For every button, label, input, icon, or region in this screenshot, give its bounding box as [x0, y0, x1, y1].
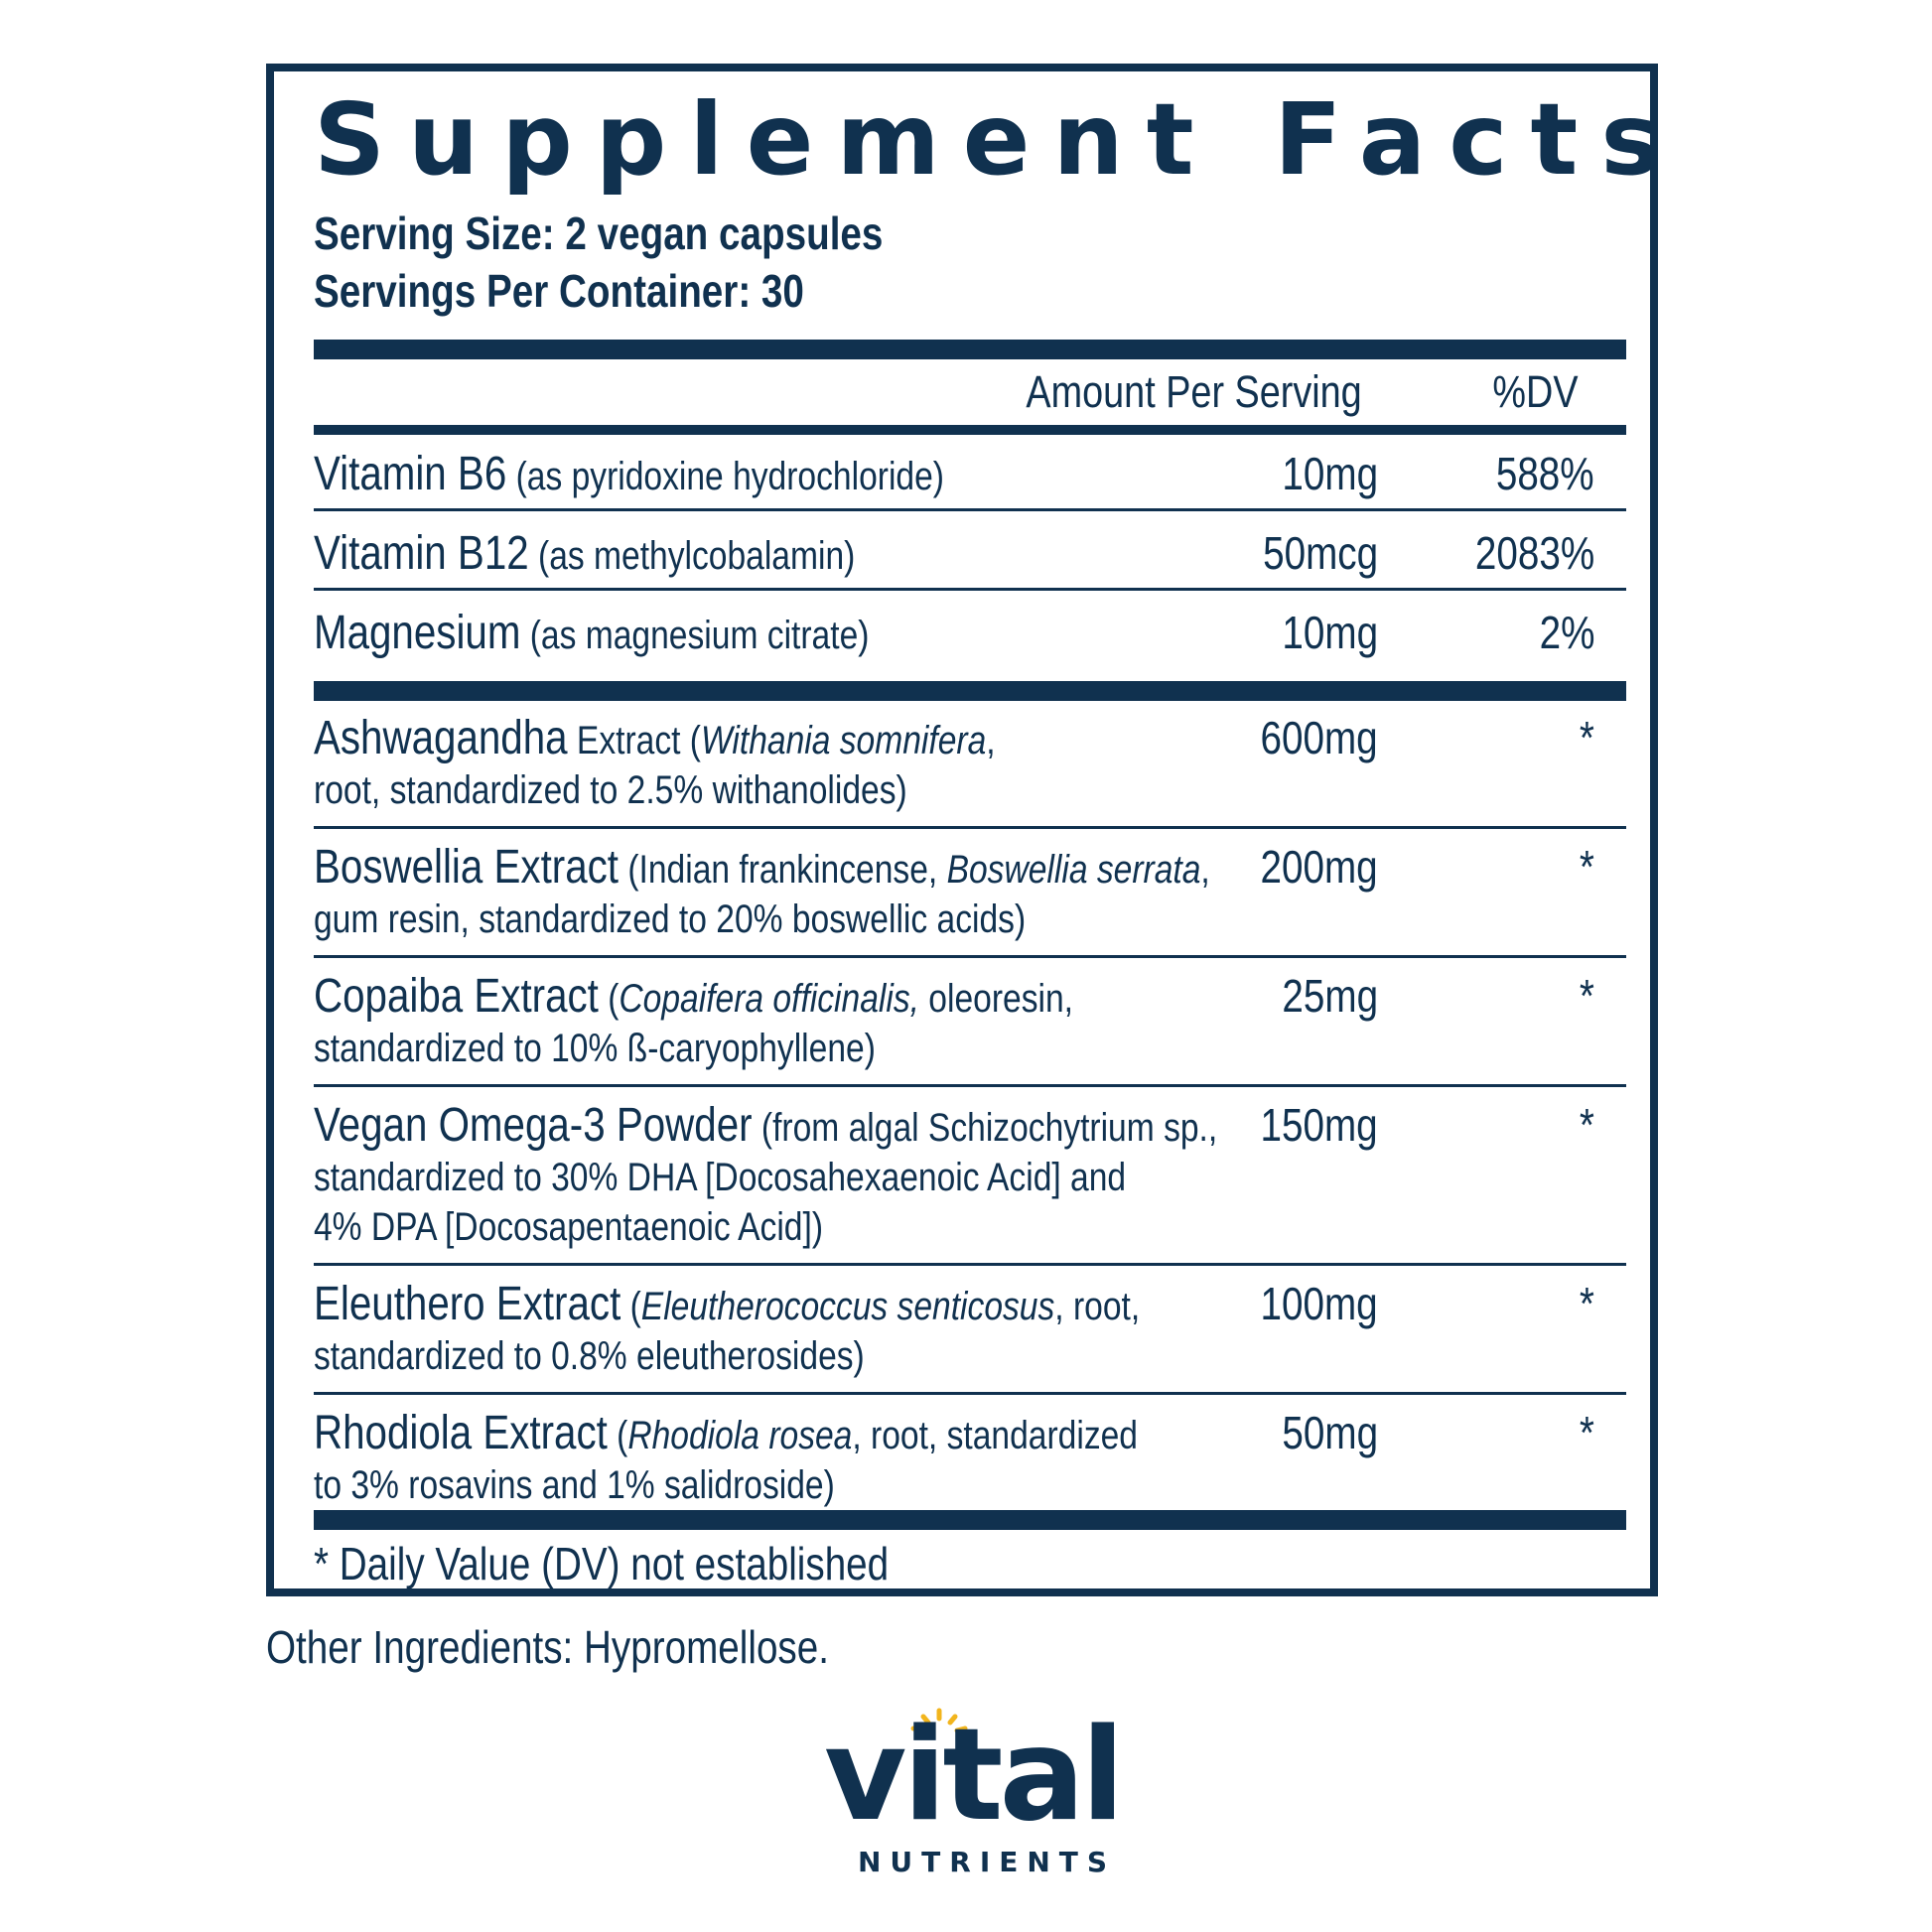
sun-ray — [954, 1725, 968, 1733]
dv-value: 588% — [1496, 448, 1594, 499]
row-divider — [314, 1392, 1626, 1395]
nutrient-name: Vitamin B6 (as pyridoxine hydrochloride) — [314, 449, 944, 501]
medium-divider — [314, 425, 1626, 435]
amount-value: 10mg — [1282, 448, 1378, 499]
amount-value: 600mg — [1260, 712, 1378, 763]
ingredient-desc: (from algal Schizochytrium sp., — [752, 1106, 1218, 1150]
ingredient-desc: , root, — [1054, 1285, 1141, 1328]
ingredient-label: Vegan Omega-3 Powder — [314, 1099, 753, 1152]
footnote: * Daily Value (DV) not established — [314, 1538, 890, 1589]
ingredient-desc: , — [1200, 848, 1210, 892]
serving-size: Serving Size: 2 vegan capsules — [314, 207, 884, 259]
ingredient-name: Copaiba Extract (Copaifera officinalis, … — [314, 971, 1073, 1073]
nutrient-label: Vitamin B6 — [314, 448, 507, 500]
row-divider — [314, 508, 1626, 511]
nutrient-name: Vitamin B12 (as methylcobalamin) — [314, 528, 855, 581]
ingredient-label: Copaiba Extract — [314, 970, 599, 1023]
sun-ray — [947, 1714, 958, 1725]
servings-per-container: Servings Per Container: 30 — [314, 265, 804, 317]
ingredient-latin-name: Copaifera officinalis, — [619, 977, 919, 1021]
dv-value: 2083% — [1474, 527, 1594, 579]
other-ingredients: Other Ingredients: Hypromellose. — [266, 1621, 829, 1673]
thick-divider — [314, 340, 1626, 359]
ingredient-desc-line: standardized to 0.8% eleutherosides) — [314, 1334, 865, 1378]
thick-divider — [314, 681, 1626, 701]
nutrient-label: Vitamin B12 — [314, 527, 529, 580]
ingredient-label: Boswellia Extract — [314, 841, 619, 894]
sun-rays-icon — [910, 1708, 968, 1733]
amount-value: 25mg — [1282, 970, 1378, 1022]
amount-value: 10mg — [1282, 607, 1378, 658]
brand-subtitle: NUTRIENTS — [858, 1846, 1117, 1878]
nutrient-source: (as pyridoxine hydrochloride) — [506, 455, 944, 498]
sun-ray — [920, 1714, 931, 1725]
row-divider — [314, 1263, 1626, 1266]
row-divider — [314, 826, 1626, 829]
ingredient-desc: , — [986, 719, 996, 762]
brand-logo: vital NUTRIENTS — [824, 1702, 1125, 1881]
ingredient-desc: ( — [598, 977, 620, 1021]
ingredient-name: Rhodiola Extract (Rhodiola rosea, root, … — [314, 1408, 1138, 1510]
ingredient-label: Eleuthero Extract — [314, 1278, 621, 1330]
dv-value: 2% — [1539, 607, 1594, 658]
row-divider — [314, 955, 1626, 958]
nutrient-source: (as magnesium citrate) — [520, 614, 870, 657]
amount-value: 50mg — [1282, 1407, 1378, 1458]
ingredient-desc: ( — [621, 1285, 641, 1328]
dv-value: * — [1579, 841, 1594, 893]
ingredient-desc-line: standardized to 10% ß-caryophyllene) — [314, 1027, 876, 1070]
supplement-facts-panel: Supplement Facts Serving Size: 2 vegan c… — [266, 64, 1683, 1596]
ingredient-label: Ashwagandha — [314, 712, 568, 764]
ingredient-latin-name: Eleutherococcus senticosus — [640, 1285, 1055, 1328]
dv-header: %DV — [1492, 366, 1579, 417]
ingredient-desc-line: standardized to 30% DHA [Docosahexaenoic… — [314, 1156, 1127, 1199]
ingredient-name: Vegan Omega-3 Powder (from algal Schizoc… — [314, 1100, 1217, 1252]
panel-title: Supplement Facts — [314, 81, 1683, 198]
ingredient-latin-name: Rhodiola rosea — [627, 1414, 853, 1457]
table-row: Vitamin B6 (as pyridoxine hydrochloride)… — [314, 448, 1626, 511]
nutrient-label: Magnesium — [314, 607, 521, 659]
ingredient-desc: , root, standardized — [852, 1414, 1138, 1457]
dv-value: * — [1579, 712, 1594, 763]
dv-value: * — [1579, 1278, 1594, 1329]
ingredient-desc: (Indian frankincense, — [618, 848, 947, 892]
thick-divider — [314, 1510, 1626, 1530]
dv-value: * — [1579, 1099, 1594, 1151]
ingredient-desc: oleoresin, — [918, 977, 1073, 1021]
table-row: Magnesium (as magnesium citrate) 10mg 2% — [314, 608, 1626, 667]
ingredient-name: Eleuthero Extract (Eleutherococcus senti… — [314, 1279, 1140, 1381]
row-divider — [314, 588, 1626, 591]
amount-value: 150mg — [1260, 1099, 1378, 1151]
ingredient-desc: Extract ( — [567, 719, 701, 762]
dv-value: * — [1579, 970, 1594, 1022]
sun-ray — [910, 1725, 924, 1733]
amount-per-serving-header: Amount Per Serving — [1026, 366, 1362, 417]
amount-value: 100mg — [1260, 1278, 1378, 1329]
ingredient-label: Rhodiola Extract — [314, 1407, 608, 1459]
dv-value: * — [1579, 1407, 1594, 1458]
ingredient-name: Ashwagandha Extract (Withania somnifera,… — [314, 713, 996, 815]
table-row: Vitamin B12 (as methylcobalamin) 50mcg 208… — [314, 527, 1626, 591]
ingredient-desc-line: gum resin, standardized to 20% boswellic… — [314, 897, 1027, 941]
ingredient-name: Boswellia Extract (Indian frankincense, … — [314, 842, 1210, 944]
ingredient-desc-line: 4% DPA [Docosapentaenoic Acid]) — [314, 1205, 824, 1249]
ingredient-desc-line: to 3% rosavins and 1% salidroside) — [314, 1463, 835, 1507]
amount-value: 200mg — [1260, 841, 1378, 893]
row-divider — [314, 1084, 1626, 1087]
ingredient-desc: ( — [607, 1414, 628, 1457]
nutrient-source: (as methylcobalamin) — [528, 534, 856, 578]
ingredient-latin-name: Withania somnifera — [700, 719, 987, 762]
ingredient-latin-name: Boswellia serrata — [946, 848, 1201, 892]
nutrient-name: Magnesium (as magnesium citrate) — [314, 608, 869, 660]
brand-wordmark: vital — [824, 1702, 1125, 1850]
ingredient-desc-line: root, standardized to 2.5% withanolides) — [314, 768, 907, 812]
amount-value: 50mcg — [1263, 527, 1378, 579]
